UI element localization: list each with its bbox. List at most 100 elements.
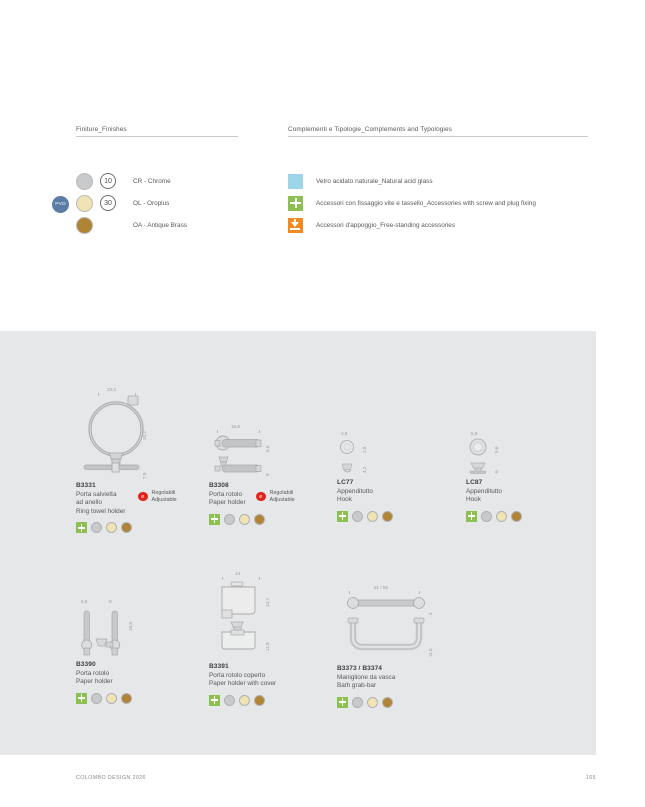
product-swatches xyxy=(466,510,581,522)
adjustable-badge-group: e Regolabili Adjustable xyxy=(138,490,177,503)
complements-divider xyxy=(288,136,588,137)
swatch-oroplus xyxy=(367,510,378,522)
finish-label-chrome: CR - Chrome xyxy=(133,177,171,185)
plus-icon xyxy=(337,696,348,708)
swatch-antique-brass xyxy=(121,522,132,534)
product-desc-line: Paper holder xyxy=(76,678,113,686)
product-desc-line: Appenditutto xyxy=(337,487,373,495)
product-swatches xyxy=(337,696,472,708)
page-footer: COLOMBO DESIGN 2026 165 xyxy=(0,763,645,807)
swatch-chrome xyxy=(224,513,235,525)
product-code: LC87 xyxy=(466,479,483,486)
complements-title: Complementi e Tipologie_Complements and … xyxy=(288,126,452,133)
finish-swatch-oroplus xyxy=(76,194,93,212)
glass-swatch-icon xyxy=(288,173,303,189)
footer-page-number: 165 xyxy=(585,775,596,781)
finish-swatch-chrome xyxy=(76,172,93,190)
product-drawing-b3390: 5,6 8 16,8 xyxy=(76,599,191,661)
product-desc-line: Porta rotolo xyxy=(209,490,243,498)
complement-label-screw: Accessori con fissaggio vite e tassello_… xyxy=(316,199,536,207)
dim-height: 5,6 xyxy=(494,446,499,453)
complement-row: Accessori d'appoggio_Free-standing acces… xyxy=(288,214,536,236)
finishes-column: Finiture_Finishes xyxy=(76,126,238,137)
adjustable-text: Regolabili Adjustable xyxy=(270,490,295,503)
finishes-list: 10 CR - Chrome 30 OL - Oroplus OA - Anti… xyxy=(76,170,187,236)
product-card-b3373-b3374[interactable]: 51 / 56 4 11,5 B3373 / B3374 Maniglione … xyxy=(337,585,472,708)
dim-width: 23,2 xyxy=(107,387,116,392)
dim-depth: 6 xyxy=(494,470,499,473)
adjustable-line-en: Adjustable xyxy=(151,496,177,503)
dim-depth: 7,9 xyxy=(142,472,147,479)
swatch-oroplus xyxy=(106,522,117,534)
complements-column: Complementi e Tipologie_Complements and … xyxy=(288,126,588,137)
finish-label-oroplus: OL - Oroplus xyxy=(133,199,170,207)
adjustable-line-en: Adjustable xyxy=(269,496,295,503)
legend-section: Finiture_Finishes Complementi e Tipologi… xyxy=(0,0,645,331)
plus-icon xyxy=(209,513,220,525)
finish-row: 10 CR - Chrome xyxy=(76,170,187,192)
product-drawing-b3391: 14 13,7 11,9 xyxy=(209,571,329,663)
paper-holder-cover-illustration xyxy=(221,581,256,650)
product-code: B3373 / B3374 xyxy=(337,665,383,672)
paper-holder-illustration xyxy=(81,610,121,656)
product-card-b3391[interactable]: 14 13,7 11,9 B3391 Porta rotolo coperto … xyxy=(209,571,329,706)
product-desc-line: Hook xyxy=(337,496,352,504)
swatch-oroplus xyxy=(496,510,507,522)
bath-grab-bar-illustration xyxy=(347,597,425,651)
finishes-title: Finiture_Finishes xyxy=(76,126,127,133)
adjustable-icon: e xyxy=(256,491,266,502)
product-code: B3391 xyxy=(209,663,229,670)
swatch-chrome xyxy=(224,694,235,706)
dim-width: 2,8 xyxy=(341,431,348,436)
product-card-b3390[interactable]: 5,6 8 16,8 B3390 Porta rotolo Paper hold… xyxy=(76,599,191,704)
swatch-oroplus xyxy=(239,694,250,706)
product-card-b3308[interactable]: 16,8 5,6 8 B3308 Porta rotolo Paper hold… xyxy=(209,424,324,525)
product-desc-line: Porta salvietta xyxy=(76,490,117,498)
finish-row: OA - Antique Brass xyxy=(76,214,187,236)
dim-width: 16,8 xyxy=(231,424,240,429)
complement-label-standing: Accessori d'appoggio_Free-standing acces… xyxy=(316,221,456,229)
swatch-oroplus xyxy=(239,513,250,525)
footer-brand: COLOMBO DESIGN 2026 xyxy=(76,775,146,781)
product-desc-line: ad anello xyxy=(76,499,102,507)
product-drawing-b3331: 23,2 20,2 7,9 xyxy=(76,387,191,482)
product-card-b3331[interactable]: 23,2 20,2 7,9 B3331 Porta salvietta ad a… xyxy=(76,387,191,534)
plus-icon xyxy=(288,195,303,211)
swatch-oroplus xyxy=(106,692,117,704)
swatch-chrome xyxy=(91,522,102,534)
dim-depth: 4,2 xyxy=(362,466,367,473)
adjustable-text: Regolabili Adjustable xyxy=(152,490,177,503)
product-desc-line: Bath grab-bar xyxy=(337,682,377,690)
dim-depth: 11,9 xyxy=(265,642,270,651)
hook-illustration xyxy=(340,440,354,473)
finish-code-oroplus: 30 xyxy=(100,195,116,211)
product-card-lc77[interactable]: 2,8 2,8 4,2 LC77 Appenditutto Hook xyxy=(337,431,452,522)
complement-label-glass: Vetro acidato naturale_Natural acid glas… xyxy=(316,177,433,185)
swatch-chrome xyxy=(352,510,363,522)
product-drawing-lc77: 2,8 2,8 4,2 xyxy=(337,431,452,479)
swatch-antique-brass xyxy=(382,696,393,708)
product-drawing-lc87: 5,6 5,6 6 xyxy=(466,431,581,479)
dim-width: 14 xyxy=(235,571,241,576)
adjustable-badge-group: e Regolabili Adjustable xyxy=(256,490,295,503)
complement-row: Vetro acidato naturale_Natural acid glas… xyxy=(288,170,536,192)
dim-width: 51 / 56 xyxy=(374,585,389,590)
paper-holder-illustration xyxy=(214,435,262,473)
dim-height: 5,6 xyxy=(265,445,270,452)
product-desc-line: Appenditutto xyxy=(466,487,502,495)
dim-height: 13,7 xyxy=(265,598,270,607)
product-code: B3308 xyxy=(209,482,229,489)
dim-height: 16,8 xyxy=(128,622,133,631)
product-code: LC77 xyxy=(337,479,354,486)
plus-icon xyxy=(209,694,220,706)
finish-label-antique-brass: OA - Antique Brass xyxy=(133,221,187,229)
product-desc-line: Porta rotolo xyxy=(76,669,110,677)
finish-swatch-antique-brass xyxy=(76,216,93,234)
product-desc-line: Paper holder with cover xyxy=(209,680,277,688)
adjustable-icon: e xyxy=(138,491,148,502)
ring-towel-holder-illustration xyxy=(83,395,144,473)
dim-height: 2,8 xyxy=(362,446,367,453)
product-card-lc87[interactable]: 5,6 5,6 6 LC87 Appenditutto Hook xyxy=(466,431,581,522)
dim-depth: 8 xyxy=(265,473,270,476)
product-code: B3331 xyxy=(76,482,96,489)
